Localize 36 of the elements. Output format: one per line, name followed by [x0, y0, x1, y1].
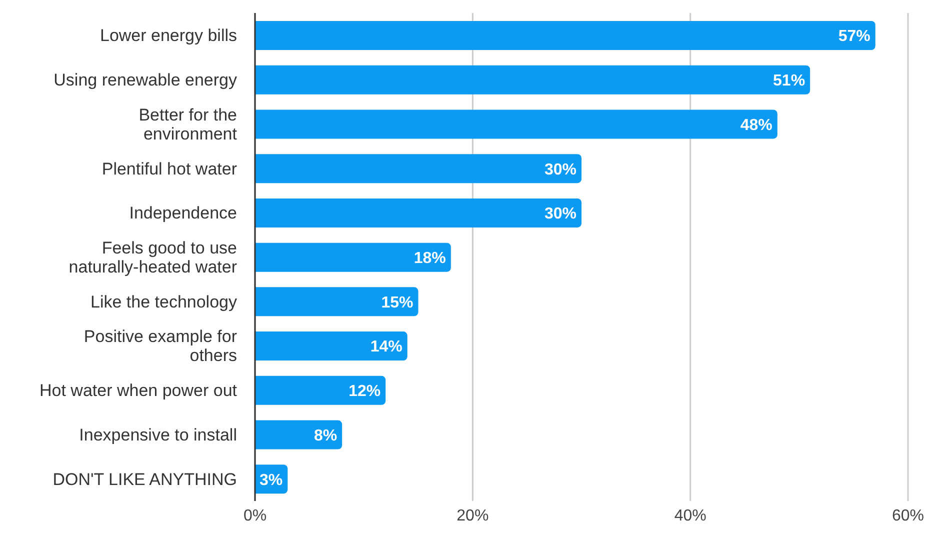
y-tick-label: Positive example for others: [84, 326, 238, 365]
bar: [255, 376, 386, 405]
x-tick-label: 20%: [456, 507, 489, 524]
y-tick-label: Independence: [129, 203, 237, 222]
data-label: 48%: [740, 116, 772, 134]
x-tick-label: 60%: [892, 507, 924, 524]
x-tick-label: 0%: [243, 507, 267, 524]
data-label: 8%: [314, 427, 338, 444]
y-tick-label: Hot water when power out: [40, 380, 238, 400]
y-tick-label: Better for the environment: [138, 104, 238, 143]
y-tick-label: Inexpensive to install: [79, 424, 237, 444]
bar: [255, 21, 876, 50]
y-tick-label: Lower energy bills: [100, 26, 237, 45]
data-label: 15%: [381, 294, 414, 312]
y-tick-label: DON'T LIKE ANYTHING: [52, 469, 237, 488]
data-label: 12%: [348, 383, 381, 400]
bar: [255, 198, 582, 228]
y-tick-label: Plentiful hot water: [102, 158, 238, 178]
bar: [255, 242, 451, 272]
bar: [255, 332, 408, 361]
bar: [255, 420, 342, 450]
y-tick-label: Feels good to use naturally-heated water: [68, 238, 238, 276]
data-label: 30%: [544, 161, 576, 178]
data-label: 3%: [260, 472, 283, 489]
data-label: 30%: [544, 206, 576, 223]
data-label: 18%: [414, 250, 446, 267]
bar: [255, 154, 582, 184]
bar: [255, 65, 810, 94]
data-label: 57%: [838, 28, 870, 46]
y-tick-label: Using renewable energy: [54, 70, 238, 90]
bar: [255, 110, 778, 139]
bar: [255, 287, 418, 316]
x-tick-label: 40%: [674, 507, 706, 524]
y-tick-label: Like the technology: [90, 292, 238, 311]
data-label: 51%: [773, 72, 806, 90]
data-label: 14%: [370, 338, 402, 356]
